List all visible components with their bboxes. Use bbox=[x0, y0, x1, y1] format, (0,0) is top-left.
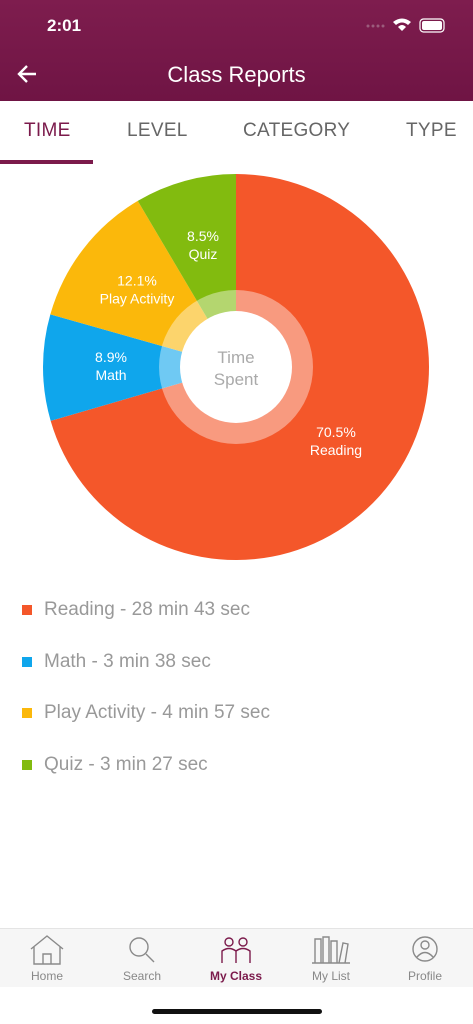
tab-label[interactable]: Profile bbox=[407, 969, 442, 983]
tab[interactable]: TYPE bbox=[406, 120, 457, 141]
tab-indicator bbox=[0, 160, 93, 164]
tab-label[interactable]: My Class bbox=[209, 969, 263, 983]
inner-hole bbox=[180, 311, 292, 423]
home-indicator bbox=[152, 1009, 322, 1014]
pie-chart: 70.5% Reading 8.9% Math 12.1% Play Activity 8.… bbox=[43, 174, 429, 560]
legend-swatch bbox=[22, 759, 32, 770]
status-icons bbox=[366, 18, 445, 33]
tab[interactable]: LEVEL bbox=[127, 120, 188, 141]
back-button[interactable] bbox=[16, 62, 40, 86]
legend-text: Math - 3 min 38 sec bbox=[44, 650, 211, 672]
legend-item: Quiz - 3 min 27 sec bbox=[22, 754, 208, 776]
slice-category-label: Reading bbox=[310, 442, 362, 458]
legend-swatch bbox=[22, 605, 32, 615]
legend-text: Quiz - 3 min 27 sec bbox=[44, 753, 208, 775]
tab-label[interactable]: Search bbox=[122, 969, 162, 983]
pie-slice bbox=[50, 200, 236, 367]
legend-text: Reading - 28 min 43 sec bbox=[44, 599, 250, 620]
legend-item: Play Activity - 4 min 57 sec bbox=[22, 702, 270, 724]
status-time: 2:01 bbox=[47, 16, 82, 35]
center-label: Time Spent bbox=[213, 348, 259, 389]
slice-value-label: 8.5% bbox=[187, 228, 219, 244]
slice-category-label: Play Activity bbox=[100, 290, 175, 306]
tab[interactable]: TIME bbox=[24, 120, 71, 141]
header-title: Class Reports bbox=[167, 62, 306, 87]
tab-label[interactable]: My List bbox=[311, 969, 350, 983]
legend-item: Reading - 28 min 43 sec bbox=[22, 599, 250, 621]
header bbox=[0, 0, 473, 101]
legend-swatch bbox=[22, 656, 32, 667]
slice-value-label: 12.1% bbox=[117, 272, 157, 288]
slice-value-label: 8.9% bbox=[95, 349, 127, 365]
legend-item: Math - 3 min 38 sec bbox=[22, 651, 211, 673]
tab[interactable]: CATEGORY bbox=[243, 120, 351, 141]
legend-text: Play Activity - 4 min 57 sec bbox=[44, 702, 270, 723]
slice-value-label: 70.5% bbox=[316, 424, 356, 440]
tab-icons bbox=[30, 935, 438, 965]
slice-category-label: Math bbox=[95, 367, 126, 383]
tab-label[interactable]: Home bbox=[30, 969, 63, 983]
slice-category-label: Quiz bbox=[189, 246, 218, 262]
legend-swatch bbox=[22, 708, 32, 718]
pie-slice bbox=[43, 314, 237, 421]
